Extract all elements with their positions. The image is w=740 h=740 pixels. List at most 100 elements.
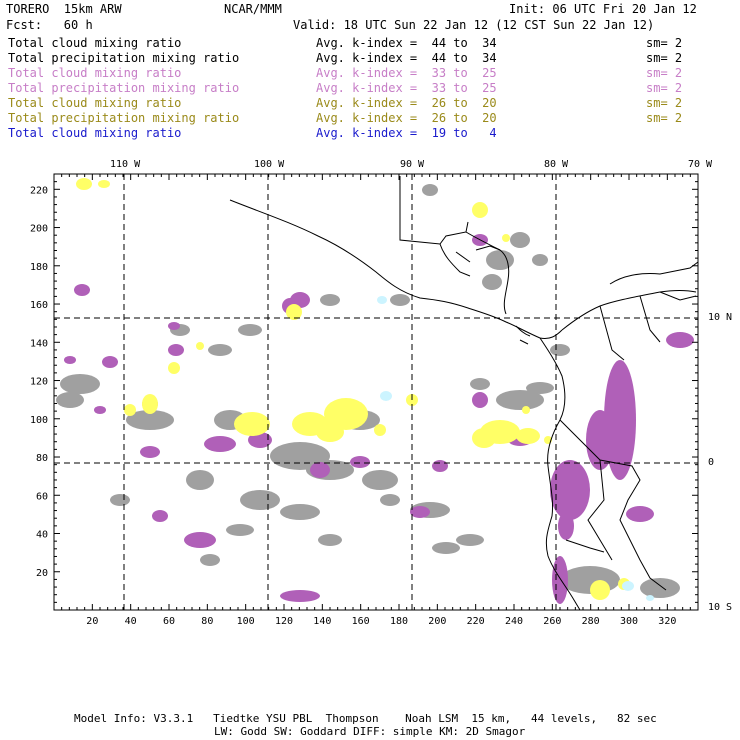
cloud-cyan-area [380, 391, 392, 401]
y-tick-label: 20 [36, 568, 48, 579]
legend-field: Total cloud mixing ratio [8, 126, 182, 140]
cloud-gray-area [208, 344, 232, 356]
x-tick-label: 40 [125, 616, 137, 627]
cloud-cyan-area [646, 595, 654, 601]
cloud-yellow-area [124, 404, 136, 416]
x-tick-label: 300 [620, 616, 638, 627]
cloud-purple-area [140, 446, 160, 458]
x-tick-label: 200 [428, 616, 446, 627]
cloud-purple-area [94, 406, 106, 414]
y-tick-label: 80 [36, 453, 48, 464]
cloud-gray-area [126, 410, 174, 430]
axis-tick-labels: 20 40 60 80 100 120 140 160 180 200 220 240 260 280 30… [30, 185, 676, 627]
cloud-yellow-area [142, 394, 158, 414]
cloud-yellow-area [590, 580, 610, 600]
legend-field: Total precipitation mixing ratio [8, 81, 240, 95]
cloud-purple-area [102, 356, 118, 368]
valid-time: Valid: 18 UTC Sun 22 Jan 12 (12 CST Sun … [293, 18, 655, 32]
cloud-gray-area [186, 470, 214, 490]
cloud-yellow-area [472, 428, 496, 448]
cloud-gray-area [240, 490, 280, 510]
cloud-yellow-area [472, 202, 488, 218]
cloud-gray-area [482, 274, 502, 290]
organization-label: NCAR/MMM [224, 2, 282, 16]
legend-smoothing: sm= 2 [646, 81, 683, 95]
coastlines [229, 176, 699, 611]
cloud-yellow-area [168, 362, 180, 374]
cloud-gray-area [456, 534, 484, 546]
cloud-yellow-area [324, 398, 368, 430]
cloud-purple-area [204, 436, 236, 452]
y-tick-label: 220 [30, 185, 48, 196]
x-tick-label: 140 [313, 616, 331, 627]
x-tick-label: 60 [163, 616, 175, 627]
legend-kindex: Avg. k-index = 44 to 34 [316, 51, 497, 65]
cloud-purple-area [184, 532, 216, 548]
legend-field: Total precipitation mixing ratio [8, 51, 240, 65]
lon-label-110w: 110 W [110, 159, 141, 170]
map-frame [53, 173, 699, 611]
cloud-gray-area [390, 294, 410, 306]
cloud-gray-area [550, 344, 570, 356]
cloud-gray-area [280, 504, 320, 520]
cloud-purple-area [248, 432, 272, 448]
lat-label-10s: 10 S [708, 602, 733, 613]
x-tick-label: 180 [390, 616, 408, 627]
x-tick-label: 220 [467, 616, 485, 627]
cloud-purple-area [64, 356, 76, 364]
axis-ticks [53, 173, 699, 611]
legend-field: Total cloud mixing ratio [8, 36, 182, 50]
cloud-purple-area [310, 462, 330, 478]
legend-smoothing: sm= 2 [646, 51, 683, 65]
cloud-purple-area [168, 344, 184, 356]
init-time: Init: 06 UTC Fri 20 Jan 12 [509, 2, 697, 16]
y-tick-label: 180 [30, 262, 48, 273]
legend-smoothing: sm= 2 [646, 96, 683, 110]
cloud-gray-area [496, 390, 544, 410]
cloud-yellow-area [234, 412, 270, 436]
legend-field: Total cloud mixing ratio [8, 96, 182, 110]
cloud-purple-area [350, 456, 370, 468]
cloud-purple-area [472, 392, 488, 408]
y-tick-label: 40 [36, 530, 48, 541]
cloud-purple-area [168, 322, 180, 330]
y-tick-label: 120 [30, 377, 48, 388]
cloud-purple-area [280, 590, 320, 602]
cloud-gray-area [640, 578, 680, 598]
cloud-gray-area [226, 524, 254, 536]
cloud-purple-area [550, 460, 590, 520]
legend-kindex: Avg. k-index = 44 to 34 [316, 36, 497, 50]
lon-label-80w: 80 W [544, 159, 569, 170]
y-tick-label: 200 [30, 224, 48, 235]
x-tick-label: 280 [582, 616, 600, 627]
lat-label-10n: 10 N [708, 312, 733, 323]
legend-kindex: Avg. k-index = 26 to 20 [316, 111, 497, 125]
lat-label-0: 0 [708, 457, 715, 468]
cloud-gray-area [56, 392, 84, 408]
cloud-gray-area [470, 378, 490, 390]
y-tick-label: 160 [30, 300, 48, 311]
cloud-gray-area [362, 470, 398, 490]
model-title: TORERO 15km ARW [6, 2, 122, 16]
cloud-gray-area [560, 566, 620, 594]
cloud-yellow-area [196, 342, 204, 350]
legend-kindex: Avg. k-index = 33 to 25 [316, 66, 497, 80]
x-tick-label: 240 [505, 616, 523, 627]
cloud-purple-area [410, 506, 430, 518]
cloud-gray-area [110, 494, 130, 506]
cloud-gray-area [238, 324, 262, 336]
lon-label-100w: 100 W [254, 159, 285, 170]
cloud-yellow-area [76, 178, 92, 190]
cloud-gray-area [380, 494, 400, 506]
cloud-purple-area [552, 556, 568, 604]
lon-label-70w: 70 W [688, 159, 713, 170]
y-tick-label: 60 [36, 491, 48, 502]
legend-field: Total precipitation mixing ratio [8, 111, 240, 125]
legend-kindex: Avg. k-index = 19 to 4 [316, 126, 497, 140]
cloud-yellow-area [98, 180, 110, 188]
cloud-yellow-area [516, 428, 540, 444]
physics-info: LW: Godd SW: Goddard DIFF: simple KM: 2D… [214, 725, 526, 738]
grid-lines [54, 174, 698, 610]
cloud-gray-area [526, 382, 554, 394]
